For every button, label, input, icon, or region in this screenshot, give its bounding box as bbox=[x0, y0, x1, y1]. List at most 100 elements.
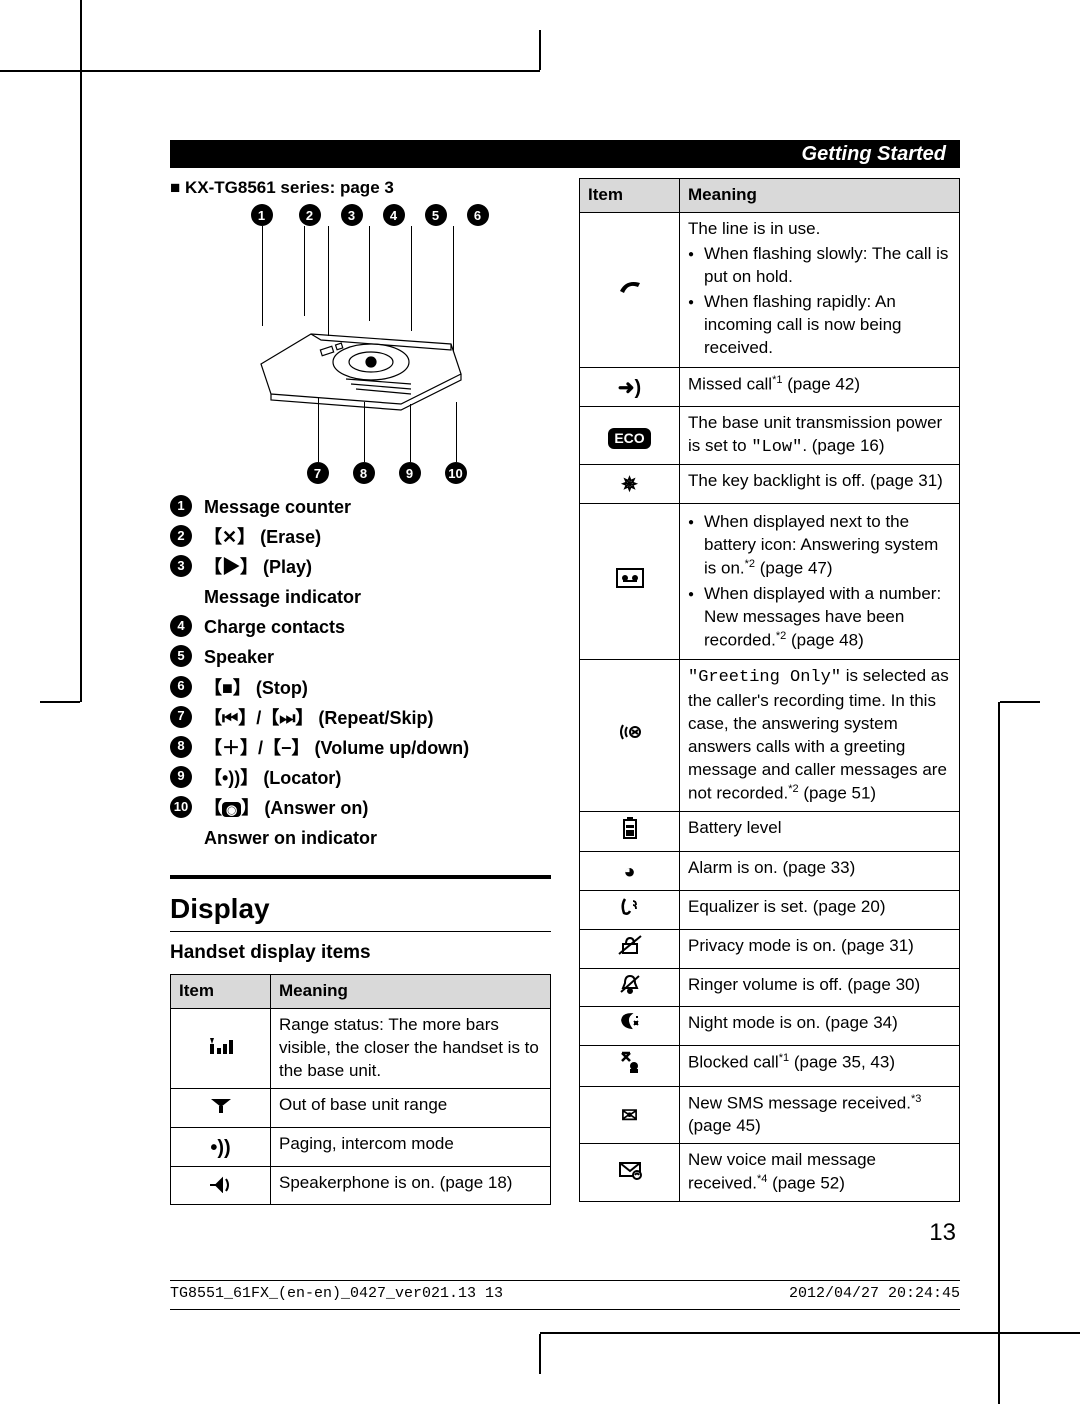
control-item: 4 Charge contacts bbox=[170, 614, 551, 640]
control-number: 6 bbox=[170, 676, 192, 698]
item-icon-cell bbox=[580, 891, 680, 930]
left-column: KX-TG8561 series: page 3 1 2 3 4 5 6 bbox=[170, 178, 559, 1205]
control-item: 10【◉】 (Answer on) bbox=[170, 795, 551, 821]
control-item: 7 【⏮】/【⏭】 (Repeat/Skip) bbox=[170, 705, 551, 731]
item-icon-cell: ◕ bbox=[580, 852, 680, 891]
control-number: 7 bbox=[170, 706, 192, 728]
crop-mark-right bbox=[1000, 701, 1040, 703]
footer-rule-bottom bbox=[170, 1309, 960, 1310]
antenna-flat-icon bbox=[209, 1097, 233, 1115]
item-icon-cell: ✵ bbox=[580, 465, 680, 504]
section-header: Getting Started bbox=[170, 140, 960, 168]
table-row: Ringer volume is off. (page 30) bbox=[580, 968, 960, 1007]
item-icon-cell bbox=[580, 660, 680, 811]
item-meaning-cell: Alarm is on. (page 33) bbox=[680, 852, 960, 891]
voicemail-icon bbox=[617, 1158, 643, 1180]
page-number: 13 bbox=[170, 1219, 960, 1247]
control-number: 4 bbox=[170, 615, 192, 637]
table-row: Night mode is on. (page 34) bbox=[580, 1007, 960, 1046]
diagram-bottom-callouts: 7 8 9 10 bbox=[307, 462, 467, 484]
control-number: 5 bbox=[170, 645, 192, 667]
control-label: Charge contacts bbox=[204, 614, 551, 640]
item-meaning-cell: New SMS message received.*3 (page 45) bbox=[680, 1086, 960, 1144]
item-meaning-cell: New voice mail message received.*4 (page… bbox=[680, 1144, 960, 1202]
battery-icon bbox=[621, 816, 639, 840]
item-meaning-cell: The line is in use.When flashing slowly:… bbox=[680, 212, 960, 367]
leader-line bbox=[456, 402, 457, 462]
base-unit-illustration bbox=[251, 304, 471, 414]
control-label: Message counter bbox=[204, 494, 551, 520]
tape-icon bbox=[615, 567, 645, 589]
callout-3: 3 bbox=[341, 204, 363, 226]
right-table-header-meaning: Meaning bbox=[680, 179, 960, 213]
crop-mark-top-h bbox=[0, 70, 540, 72]
right-table-header-item: Item bbox=[580, 179, 680, 213]
control-label: 【•))】 (Locator) bbox=[204, 765, 551, 791]
footer-rule-top bbox=[170, 1280, 960, 1281]
control-sublabel: Answer on indicator bbox=[204, 825, 551, 851]
control-item: 1Message counter bbox=[170, 494, 551, 520]
table-row: When displayed next to the battery icon:… bbox=[580, 504, 960, 660]
control-label: 【⏮】/【⏭】 (Repeat/Skip) bbox=[204, 705, 551, 731]
footer-filename: TG8551_61FX_(en-en)_0427_ver021.13 13 bbox=[170, 1285, 503, 1302]
table-row: Privacy mode is on. (page 31) bbox=[580, 930, 960, 969]
item-meaning-cell: Blocked call*1 (page 35, 43) bbox=[680, 1046, 960, 1087]
callout-6: 6 bbox=[467, 204, 489, 226]
callout-9: 9 bbox=[399, 462, 421, 484]
section-header-title: Getting Started bbox=[802, 143, 946, 166]
content-columns: KX-TG8561 series: page 3 1 2 3 4 5 6 bbox=[170, 178, 960, 1205]
control-label: 【✕】 (Erase) bbox=[204, 524, 551, 550]
item-meaning-cell: Range status: The more bars visible, the… bbox=[271, 1009, 551, 1089]
item-icon-cell bbox=[580, 212, 680, 367]
leader-line bbox=[411, 226, 412, 331]
callout-4: 4 bbox=[383, 204, 405, 226]
greeting-icon bbox=[617, 721, 643, 743]
table-row: Battery level bbox=[580, 811, 960, 852]
control-sublabel: Message indicator bbox=[204, 584, 551, 610]
table-row: "Greeting Only" is selected as the calle… bbox=[580, 660, 960, 811]
table-row: Equalizer is set. (page 20) bbox=[580, 891, 960, 930]
table-row: New voice mail message received.*4 (page… bbox=[580, 1144, 960, 1202]
item-icon-cell: ✉ bbox=[580, 1086, 680, 1144]
item-icon-cell bbox=[580, 930, 680, 969]
speakerphone-icon bbox=[208, 1173, 234, 1193]
crop-mark-right-v bbox=[998, 702, 1000, 1404]
item-meaning-cell: "Greeting Only" is selected as the calle… bbox=[680, 660, 960, 811]
base-unit-diagram: 1 2 3 4 5 6 bbox=[211, 204, 511, 484]
item-icon-cell: ECO bbox=[580, 406, 680, 465]
section-separator bbox=[170, 875, 551, 879]
equalizer-icon bbox=[619, 895, 641, 917]
night-mode-icon bbox=[617, 1011, 643, 1033]
item-meaning-cell: When displayed next to the battery icon:… bbox=[680, 504, 960, 660]
leader-line bbox=[453, 226, 454, 351]
crop-mark-top bbox=[539, 30, 541, 70]
control-number: 8 bbox=[170, 736, 192, 758]
control-label: 【▶】 (Play) bbox=[204, 554, 551, 580]
table-row: ➜)Missed call*1 (page 42) bbox=[580, 367, 960, 406]
display-heading: Display bbox=[170, 893, 551, 925]
item-meaning-cell: Missed call*1 (page 42) bbox=[680, 367, 960, 406]
item-meaning-cell: Battery level bbox=[680, 811, 960, 852]
leader-line bbox=[369, 226, 370, 321]
item-meaning-cell: Privacy mode is on. (page 31) bbox=[680, 930, 960, 969]
table-row: Range status: The more bars visible, the… bbox=[171, 1009, 551, 1089]
item-meaning-cell: Night mode is on. (page 34) bbox=[680, 1007, 960, 1046]
callout-8: 8 bbox=[353, 462, 375, 484]
leader-line bbox=[328, 226, 329, 336]
item-meaning-cell: Out of base unit range bbox=[271, 1088, 551, 1127]
item-icon-cell bbox=[171, 1088, 271, 1127]
item-meaning-cell: Paging, intercom mode bbox=[271, 1127, 551, 1166]
table-row: Out of base unit range bbox=[171, 1088, 551, 1127]
left-table-header-item: Item bbox=[171, 975, 271, 1009]
table-row: Blocked call*1 (page 35, 43) bbox=[580, 1046, 960, 1087]
series-title: KX-TG8561 series: page 3 bbox=[170, 178, 551, 198]
crop-mark-left bbox=[40, 701, 80, 703]
table-row: ✵The key backlight is off. (page 31) bbox=[580, 465, 960, 504]
control-label: 【◉】 (Answer on) bbox=[204, 795, 551, 821]
control-label: Speaker bbox=[204, 644, 551, 670]
table-row: ✉New SMS message received.*3 (page 45) bbox=[580, 1086, 960, 1144]
controls-list: 1Message counter2【✕】 (Erase)3【▶】 (Play)M… bbox=[170, 494, 551, 851]
table-row: The line is in use.When flashing slowly:… bbox=[580, 212, 960, 367]
item-meaning-cell: Speakerphone is on. (page 18) bbox=[271, 1166, 551, 1205]
table-row: ECOThe base unit transmission power is s… bbox=[580, 406, 960, 465]
